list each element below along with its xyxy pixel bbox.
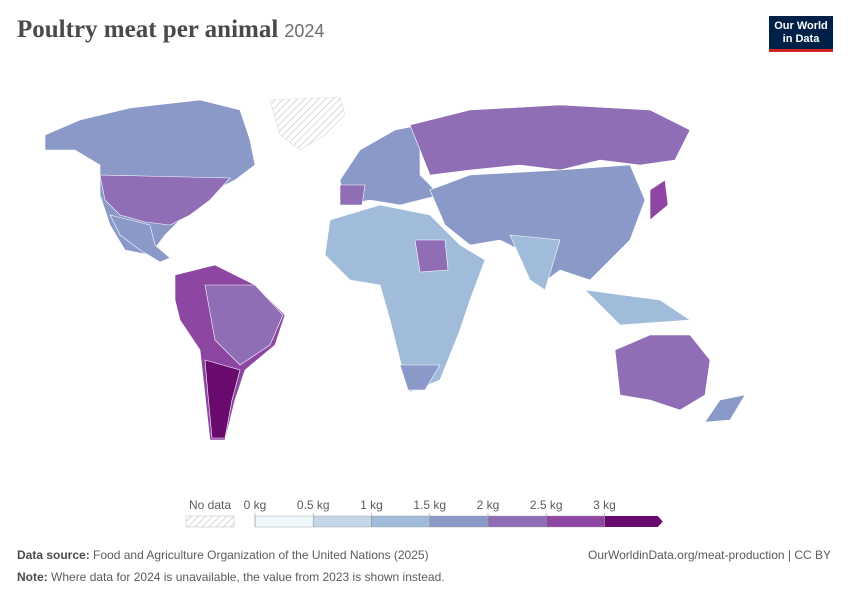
source: Data source: Food and Agriculture Organi… [17, 548, 429, 562]
legend-tick-label: 3 kg [593, 498, 616, 512]
legend-bin [546, 515, 605, 528]
country[interactable] [649, 179, 669, 221]
legend-tick-label: 1 kg [360, 498, 383, 512]
note-label: Note: [17, 570, 48, 584]
country[interactable] [409, 104, 691, 176]
country[interactable] [269, 96, 346, 151]
logo-line: in Data [782, 33, 820, 45]
source-text: Food and Agriculture Organization of the… [93, 548, 429, 562]
year: 2024 [284, 21, 325, 41]
title-block: Poultry meat per animal 2024 [17, 16, 324, 44]
country[interactable] [339, 184, 366, 206]
legend-bin [429, 515, 489, 528]
legend-tick-label: 0 kg [244, 498, 267, 512]
legend: No data 0 kg 0.5 kg 1 kg 1.5 kg 2 kg 2.5 kg 3 … [185, 498, 663, 528]
country[interactable] [584, 289, 691, 326]
country[interactable] [614, 334, 711, 411]
country[interactable] [414, 239, 449, 273]
legend-bin [254, 515, 314, 528]
countries [44, 96, 746, 441]
map: No data 0 kg 0.5 kg 1 kg 1.5 kg 2 kg 2.5 kg 3 … [44, 96, 746, 528]
title: Poultry meat per animal [17, 16, 279, 43]
note-text: Where data for 2024 is unavailable, the … [51, 570, 445, 584]
legend-bin [313, 515, 372, 528]
legend-tick-label: 1.5 kg [413, 498, 446, 512]
legend-bin [487, 515, 547, 528]
country[interactable] [399, 364, 441, 391]
no-data-label: No data [189, 498, 231, 512]
country[interactable] [509, 234, 561, 291]
legend-bin [604, 516, 663, 527]
country[interactable] [109, 214, 171, 263]
legend-tick-label: 0.5 kg [297, 498, 330, 512]
no-data-swatch [185, 515, 235, 528]
country[interactable] [204, 284, 284, 366]
logo-line: Our World [774, 20, 828, 32]
country[interactable] [429, 164, 646, 286]
country[interactable] [99, 174, 231, 226]
country[interactable] [704, 394, 746, 423]
legend-tick-label: 2.5 kg [530, 498, 563, 512]
legend-tick-label: 2 kg [477, 498, 500, 512]
logo[interactable]: Our World in Data [769, 16, 833, 52]
country[interactable] [204, 359, 241, 439]
note: Note: Where data for 2024 is unavailable… [17, 570, 445, 584]
legend-bin [371, 515, 430, 528]
source-label: Data source: [17, 548, 90, 562]
url[interactable]: OurWorldinData.org/meat-production | CC … [588, 548, 831, 562]
